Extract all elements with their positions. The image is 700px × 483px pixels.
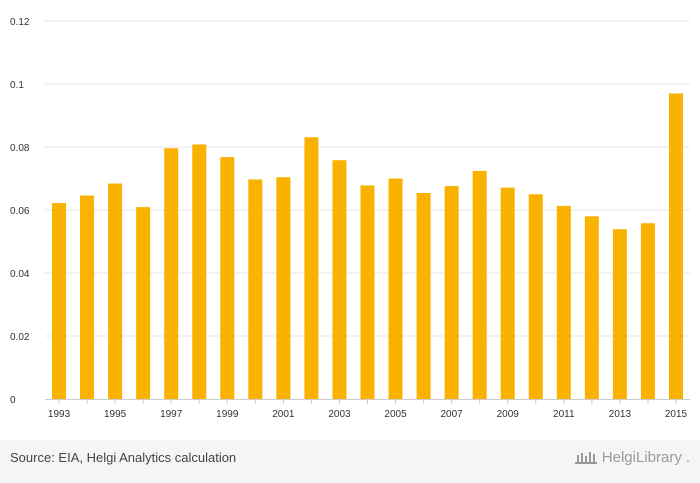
y-tick-label: 0.06 — [10, 206, 30, 217]
x-tick-label: 2011 — [553, 409, 575, 420]
x-tick-label: 2009 — [497, 409, 520, 420]
bar-2005[interactable] — [388, 178, 403, 400]
bar-1996[interactable] — [136, 207, 151, 399]
x-tick-label: 1999 — [216, 409, 239, 420]
bar-1994[interactable] — [80, 195, 95, 399]
x-tick-label: 2007 — [441, 409, 464, 420]
x-axis-ticks: 1993 1995 1997 1999 2001 2003 2005 2007 2009 2011… — [48, 399, 688, 420]
x-tick-label: 2013 — [609, 409, 632, 420]
footer: Source: EIA, Helgi Analytics calculation… — [0, 440, 700, 483]
bar-2008[interactable] — [472, 170, 487, 399]
bar-2001[interactable] — [276, 177, 291, 399]
x-tick-label: 2005 — [384, 409, 407, 420]
y-tick-label: 0 — [10, 395, 16, 406]
bar-2009[interactable] — [500, 187, 515, 399]
bar-2004[interactable] — [360, 185, 375, 399]
bar-2006[interactable] — [416, 192, 431, 399]
y-tick-label: 0.04 — [10, 269, 30, 280]
x-tick-label: 2015 — [665, 409, 688, 420]
y-tick-label: 0.02 — [10, 332, 30, 343]
source-note: Source: EIA, Helgi Analytics calculation — [10, 450, 237, 465]
bar-1995[interactable] — [108, 183, 123, 399]
y-tick-label: 0.08 — [10, 143, 30, 154]
x-tick-label: 1997 — [160, 409, 183, 420]
x-tick-label: 2001 — [272, 409, 295, 420]
bar-1999[interactable] — [220, 157, 235, 399]
bar-1998[interactable] — [192, 144, 207, 399]
bar-2000[interactable] — [248, 179, 263, 399]
bar-1993[interactable] — [52, 203, 67, 399]
bar-2013[interactable] — [612, 229, 627, 399]
bar-2011[interactable] — [556, 205, 571, 399]
x-tick-label: 2003 — [328, 409, 351, 420]
y-axis-ticks: 0 0.02 0.04 0.06 0.08 0.1 0.12 — [10, 17, 30, 406]
y-tick-label: 0.1 — [10, 80, 24, 91]
bars — [52, 93, 683, 400]
bar-2010[interactable] — [528, 194, 543, 399]
brand-name: HelgiLibrary — [601, 449, 682, 466]
library-icon — [574, 451, 597, 464]
bar-2015[interactable] — [668, 93, 683, 399]
bar-2003[interactable] — [332, 160, 347, 399]
bar-2012[interactable] — [584, 216, 599, 399]
x-tick-label: 1995 — [104, 409, 127, 420]
bar-2002[interactable] — [304, 137, 319, 400]
brand-logo[interactable]: HelgiLibrary. — [574, 449, 690, 466]
bar-chart: 00.020.040.060.080.10.12 1993 1995 1997 199… — [10, 17, 690, 420]
bar-2007[interactable] — [444, 186, 459, 399]
x-tick-label: 1993 — [48, 409, 71, 420]
bar-1997[interactable] — [164, 148, 179, 399]
brand-dot: . — [685, 449, 690, 466]
bar-2014[interactable] — [640, 223, 655, 399]
y-tick-label: 0.12 — [10, 17, 30, 28]
